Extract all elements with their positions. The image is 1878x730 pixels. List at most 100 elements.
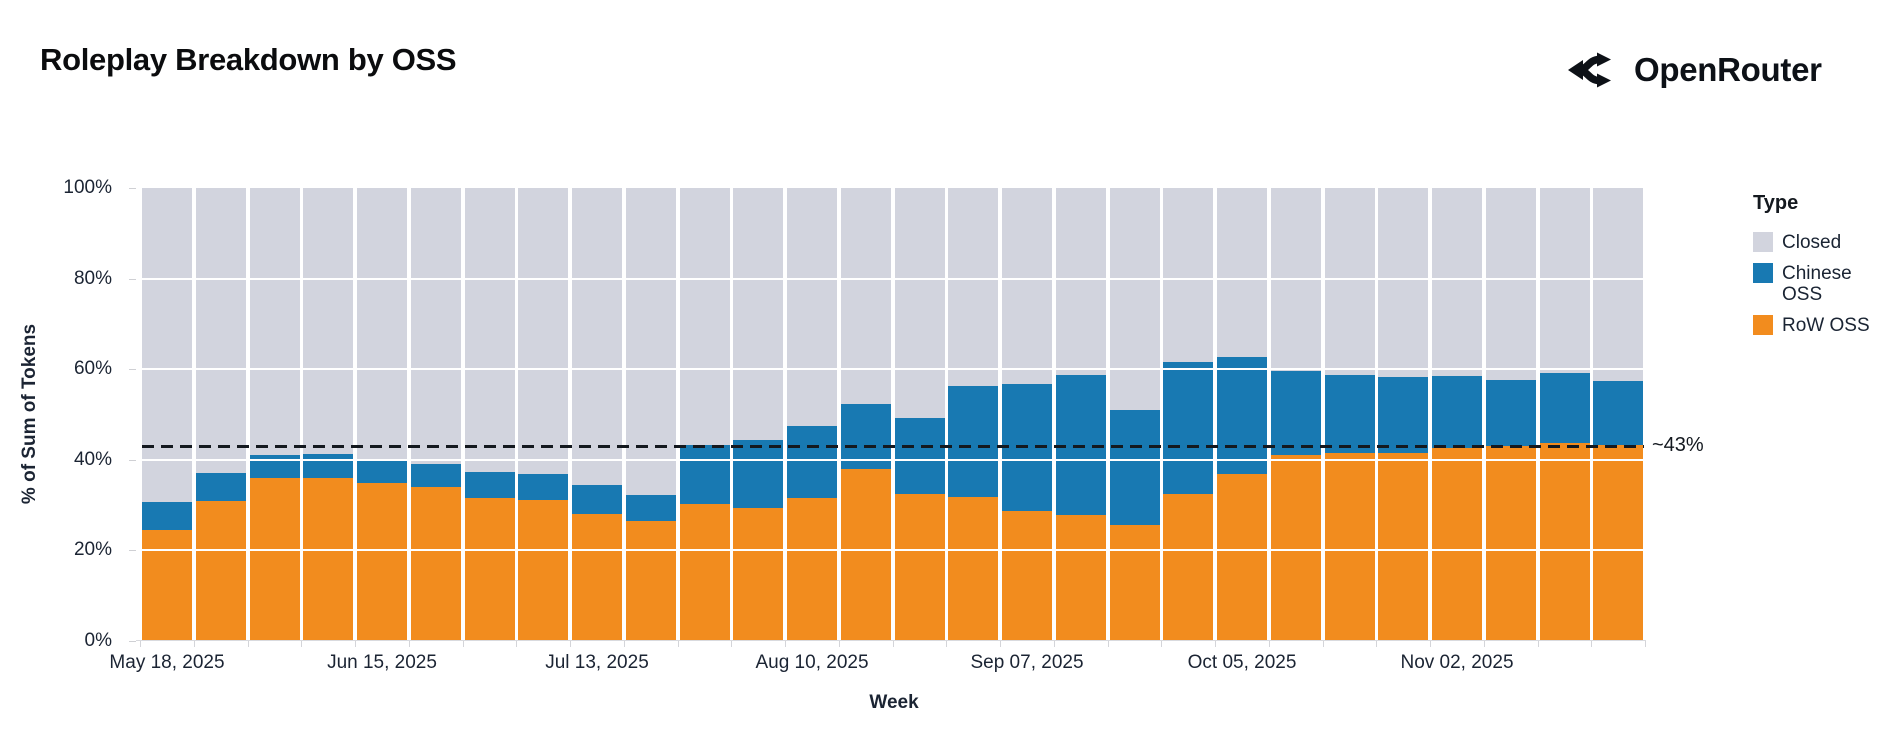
- bar-week-27[interactable]: [1539, 188, 1590, 641]
- bar-segment-row-oss[interactable]: [249, 477, 300, 641]
- bar-segment-row-oss[interactable]: [679, 503, 730, 641]
- bar-segment-closed[interactable]: [1217, 188, 1267, 358]
- bar-segment-closed[interactable]: [894, 188, 945, 419]
- bar-week-16[interactable]: [948, 188, 999, 641]
- bar-segment-chinese-oss[interactable]: [1163, 362, 1214, 494]
- bar-segment-chinese-oss[interactable]: [1217, 357, 1267, 474]
- bar-segment-row-oss[interactable]: [840, 468, 891, 641]
- bar-segment-closed[interactable]: [303, 188, 354, 455]
- bar-segment-row-oss[interactable]: [572, 513, 622, 641]
- bar-segment-chinese-oss[interactable]: [625, 494, 676, 521]
- bar-segment-closed[interactable]: [1002, 188, 1052, 384]
- bar-segment-closed[interactable]: [142, 188, 192, 503]
- bar-segment-closed[interactable]: [1593, 188, 1644, 381]
- bar-segment-closed[interactable]: [195, 188, 246, 473]
- bar-segment-closed[interactable]: [1109, 188, 1160, 411]
- bar-segment-chinese-oss[interactable]: [894, 418, 945, 494]
- bar-segment-closed[interactable]: [1378, 188, 1429, 378]
- bar-segment-chinese-oss[interactable]: [572, 484, 622, 514]
- bar-segment-closed[interactable]: [464, 188, 515, 472]
- bar-week-19[interactable]: [1109, 188, 1160, 641]
- bar-segment-row-oss[interactable]: [948, 496, 999, 641]
- bar-segment-closed[interactable]: [948, 188, 999, 386]
- bar-week-4[interactable]: [303, 188, 354, 641]
- bar-segment-row-oss[interactable]: [195, 500, 246, 641]
- bar-segment-row-oss[interactable]: [303, 477, 354, 641]
- bar-segment-chinese-oss[interactable]: [840, 403, 891, 469]
- bar-segment-closed[interactable]: [1163, 188, 1214, 363]
- bar-segment-row-oss[interactable]: [1593, 445, 1644, 641]
- bar-segment-row-oss[interactable]: [1324, 452, 1375, 641]
- bar-segment-row-oss[interactable]: [142, 530, 192, 641]
- bar-segment-chinese-oss[interactable]: [464, 471, 515, 498]
- bar-week-25[interactable]: [1432, 188, 1482, 641]
- bar-week-20[interactable]: [1163, 188, 1214, 641]
- bar-week-28[interactable]: [1593, 188, 1644, 641]
- bar-segment-row-oss[interactable]: [1109, 524, 1160, 641]
- bar-segment-closed[interactable]: [572, 188, 622, 485]
- bar-week-21[interactable]: [1217, 188, 1267, 641]
- bar-segment-row-oss[interactable]: [1217, 473, 1267, 641]
- bar-segment-row-oss[interactable]: [1539, 443, 1590, 641]
- legend-item-row-oss[interactable]: RoW OSS: [1753, 315, 1873, 336]
- bar-segment-chinese-oss[interactable]: [679, 444, 730, 504]
- bar-week-22[interactable]: [1270, 188, 1321, 641]
- bar-segment-chinese-oss[interactable]: [195, 472, 246, 501]
- bar-segment-chinese-oss[interactable]: [1109, 410, 1160, 525]
- bar-week-17[interactable]: [1002, 188, 1052, 641]
- bar-segment-row-oss[interactable]: [625, 520, 676, 641]
- bar-segment-closed[interactable]: [787, 188, 837, 427]
- bar-segment-row-oss[interactable]: [1055, 514, 1106, 641]
- bar-segment-closed[interactable]: [625, 188, 676, 495]
- bar-segment-row-oss[interactable]: [894, 493, 945, 641]
- bar-segment-chinese-oss[interactable]: [1055, 374, 1106, 515]
- bar-segment-chinese-oss[interactable]: [518, 474, 569, 500]
- bar-week-13[interactable]: [787, 188, 837, 641]
- bar-week-9[interactable]: [572, 188, 622, 641]
- bar-week-26[interactable]: [1485, 188, 1536, 641]
- bar-segment-row-oss[interactable]: [1270, 455, 1321, 641]
- bar-segment-closed[interactable]: [1055, 188, 1106, 375]
- bar-week-7[interactable]: [464, 188, 515, 641]
- bar-segment-chinese-oss[interactable]: [1324, 375, 1375, 453]
- bar-week-10[interactable]: [625, 188, 676, 641]
- bar-segment-row-oss[interactable]: [733, 508, 784, 641]
- bar-segment-chinese-oss[interactable]: [1432, 376, 1482, 449]
- bar-segment-closed[interactable]: [1432, 188, 1482, 377]
- bar-segment-row-oss[interactable]: [410, 486, 461, 641]
- bar-segment-chinese-oss[interactable]: [1378, 377, 1429, 454]
- bar-segment-chinese-oss[interactable]: [1539, 372, 1590, 444]
- legend-item-closed[interactable]: Closed: [1753, 232, 1873, 253]
- bar-segment-closed[interactable]: [1485, 188, 1536, 380]
- bar-segment-closed[interactable]: [518, 188, 569, 475]
- bar-segment-closed[interactable]: [733, 188, 784, 440]
- bar-week-24[interactable]: [1378, 188, 1429, 641]
- bar-week-5[interactable]: [357, 188, 407, 641]
- bar-segment-chinese-oss[interactable]: [249, 455, 300, 478]
- bar-segment-row-oss[interactable]: [1002, 510, 1052, 641]
- bar-segment-chinese-oss[interactable]: [142, 502, 192, 531]
- bar-week-14[interactable]: [840, 188, 891, 641]
- bar-segment-row-oss[interactable]: [1378, 453, 1429, 641]
- bar-segment-row-oss[interactable]: [1432, 448, 1482, 641]
- bar-week-8[interactable]: [518, 188, 569, 641]
- bar-week-6[interactable]: [410, 188, 461, 641]
- bar-segment-chinese-oss[interactable]: [1485, 379, 1536, 446]
- bar-segment-chinese-oss[interactable]: [1593, 380, 1644, 446]
- bar-segment-row-oss[interactable]: [1485, 445, 1536, 641]
- bar-segment-chinese-oss[interactable]: [733, 439, 784, 509]
- bar-segment-closed[interactable]: [410, 188, 461, 465]
- bar-segment-row-oss[interactable]: [1163, 493, 1214, 641]
- bar-week-18[interactable]: [1055, 188, 1106, 641]
- bar-segment-closed[interactable]: [679, 188, 730, 445]
- bar-week-11[interactable]: [679, 188, 730, 641]
- bar-week-12[interactable]: [733, 188, 784, 641]
- bar-week-3[interactable]: [249, 188, 300, 641]
- bar-segment-closed[interactable]: [1324, 188, 1375, 376]
- bar-segment-closed[interactable]: [249, 188, 300, 456]
- legend-item-chinese-oss[interactable]: Chinese OSS: [1753, 263, 1873, 305]
- bar-segment-row-oss[interactable]: [518, 499, 569, 641]
- bar-segment-chinese-oss[interactable]: [787, 426, 837, 498]
- bar-segment-chinese-oss[interactable]: [948, 385, 999, 497]
- bar-segment-row-oss[interactable]: [787, 497, 837, 641]
